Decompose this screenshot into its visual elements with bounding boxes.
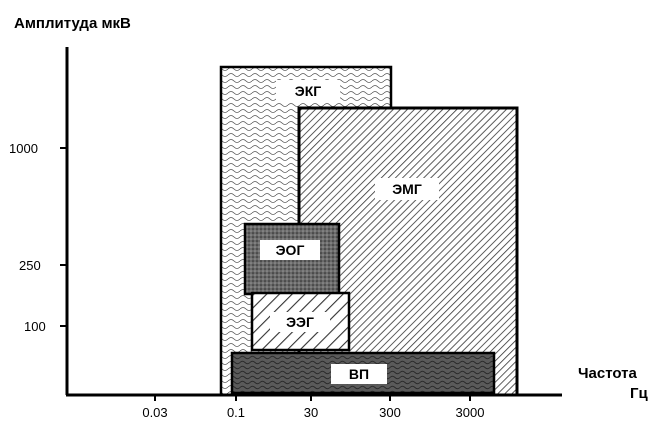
region-emg-label: ЭМГ [392, 181, 422, 197]
y-tick-label: 250 [19, 258, 41, 273]
x-tick-300: 300 [379, 395, 401, 420]
y-tick-label: 1000 [9, 141, 38, 156]
y-tick-250: 250 [19, 258, 67, 273]
x-tick-0.03: 0.03 [142, 395, 168, 420]
region-eog-label: ЭОГ [276, 242, 305, 258]
y-tick-label: 100 [24, 319, 46, 334]
x-tick-label: 30 [304, 405, 318, 420]
x-tick-label: 300 [379, 405, 401, 420]
x-tick-label: 3000 [456, 405, 485, 420]
y-tick-1000: 1000 [9, 141, 67, 156]
region-ep: ВП [230, 351, 496, 395]
region-eog: ЭОГ [243, 222, 341, 296]
x-axis-label: Частота [578, 365, 638, 382]
y-axis-label: Амплитуда мкВ [14, 15, 131, 32]
x-axis-unit-label: Гц [630, 385, 649, 402]
region-eeg-label: ЭЭГ [286, 314, 314, 330]
region-ep-label: ВП [349, 366, 369, 382]
y-tick-100: 100 [24, 319, 67, 334]
x-tick-0.1: 0.1 [227, 395, 245, 420]
x-tick-label: 0.03 [142, 405, 167, 420]
region-ekg-label: ЭКГ [295, 83, 322, 99]
region-eeg: ЭЭГ [250, 291, 351, 352]
x-tick-3000: 3000 [456, 395, 485, 420]
x-tick-label: 0.1 [227, 405, 245, 420]
x-tick-30: 30 [304, 395, 318, 420]
